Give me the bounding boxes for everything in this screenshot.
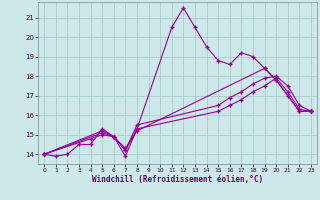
X-axis label: Windchill (Refroidissement éolien,°C): Windchill (Refroidissement éolien,°C) [92,175,263,184]
